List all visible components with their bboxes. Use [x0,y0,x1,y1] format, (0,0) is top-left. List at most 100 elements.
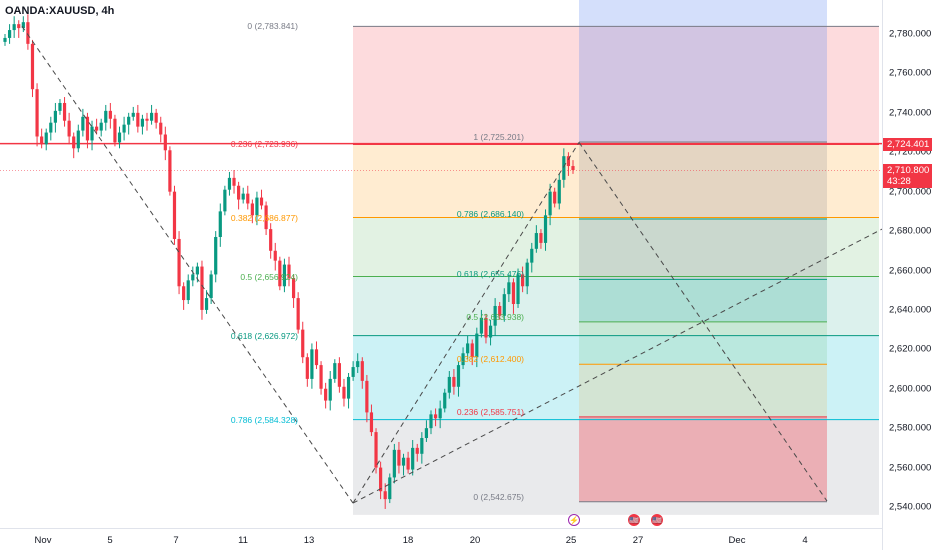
candle-body [40,136,44,145]
candle-body [397,449,401,466]
fib-left-zone [353,26,879,145]
candle-body [493,305,497,326]
time-tick: 20 [469,535,481,546]
chart-area[interactable]: OANDA:XAUUSD, 4h 0 (2,783.841) 0.236 (2,7… [0,0,882,528]
fib-right-zone [579,279,827,322]
candle-body [379,467,383,492]
lightning-event-icon[interactable]: ⚡ [568,514,580,526]
candle-body [195,266,199,275]
candle-body [337,363,341,387]
candle-body [255,197,259,216]
fib-right-label: 1 (2,725.201) [473,131,524,142]
candle-body [49,122,53,133]
candle-body [328,378,332,401]
us-flag-event-icon[interactable]: 🇺🇸 [651,514,663,526]
candle-body [76,130,80,149]
candle-body [200,266,204,310]
candle-body [548,191,552,216]
candle-body [525,262,529,287]
candle-body [58,102,62,111]
time-tick: 18 [402,535,414,546]
fib-left-label: 0.5 (2,656.924) [240,271,298,282]
candle-body [53,110,57,123]
fib-right-label: 0 (2,542.675) [473,491,524,502]
candle-body [415,447,419,454]
candle-body [392,449,396,478]
fib-right-zone [579,218,827,280]
fib-right-zone [579,416,827,502]
resistance-price-tag: 2,724.401 [883,137,932,151]
time-tick: 5 [107,535,113,546]
candle-body [104,110,108,123]
candle-body [223,189,227,212]
time-tick: Nov [34,535,52,546]
candle-body [44,132,48,145]
candle-body [21,22,25,29]
candle-body [12,24,16,31]
candle-body [360,361,364,381]
chart-canvas[interactable] [0,0,882,528]
candle-body [177,238,181,287]
candle-body [301,329,305,358]
price-tick: 2,720.000 [889,146,932,158]
candle-body [90,126,94,141]
fib-right-label: 0.382 (2,612.400) [456,354,524,365]
price-axis[interactable]: 2,780.000 2,760.000 2,740.000 2,720.000 2,70… [882,0,932,550]
candle-body [557,179,561,204]
candle-body [241,193,245,200]
candle-body [95,126,99,131]
candle-body [122,124,126,133]
us-flag-event-icon[interactable]: 🇺🇸 [628,514,640,526]
candle-body [17,24,21,29]
candle-body [154,112,158,123]
candle-body [305,357,309,379]
fib-left-label: 0 (2,783.841) [247,21,298,32]
fib-left-zone [353,144,879,218]
candle-body [191,274,195,281]
time-tick: 13 [303,535,315,546]
candle-body [356,361,360,368]
fib-right-label: 0.618 (2,655.476) [456,269,524,280]
symbol-title: OANDA:XAUUSD, 4h [5,5,115,17]
candle-body [365,380,369,413]
fib-right-zone [579,364,827,417]
price-tick: 2,560.000 [889,462,932,474]
candle-body [186,280,190,301]
candle-body [447,376,451,393]
candle-body [470,343,474,358]
price-tick: 2,760.000 [889,67,932,79]
fib-left-label: 0.382 (2,686.877) [230,212,298,223]
candle-body [319,365,323,389]
time-tick: 25 [565,535,577,546]
candle-body [81,116,85,131]
candle-body [72,136,76,149]
candle-body [484,317,488,338]
time-tick: 27 [632,535,644,546]
candle-body [62,102,67,121]
time-tick: 4 [802,535,808,546]
dashed-trend-line [21,25,354,504]
candle-body [209,274,213,299]
candle-body [264,205,268,230]
dashed-trend-line [352,142,580,504]
time-axis[interactable]: Nov 5 7 11 13 18 20 25 27 Dec 4 [0,528,882,551]
fib-right-zone [579,416,827,502]
fib-left-zone [353,276,879,336]
fib-left-label: 0.618 (2,626.972) [230,330,298,341]
price-tick: 2,580.000 [889,422,932,434]
candle-body [511,282,516,305]
dashed-trend-line [352,228,882,504]
candle-body [131,112,135,117]
candle-body [314,349,319,366]
candle-body [374,432,378,468]
fib-right-label: 0.5 (2,633.938) [466,311,524,322]
candle-body [7,30,12,38]
price-tick: 2,660.000 [889,265,932,276]
candle-body [67,120,71,137]
candle-body [269,229,273,251]
candle-body [461,353,465,366]
fib-left-label: 0.236 (2,723.936) [230,139,298,150]
candle-body [168,150,172,192]
candle-body [296,298,300,330]
candle-body [99,122,103,131]
